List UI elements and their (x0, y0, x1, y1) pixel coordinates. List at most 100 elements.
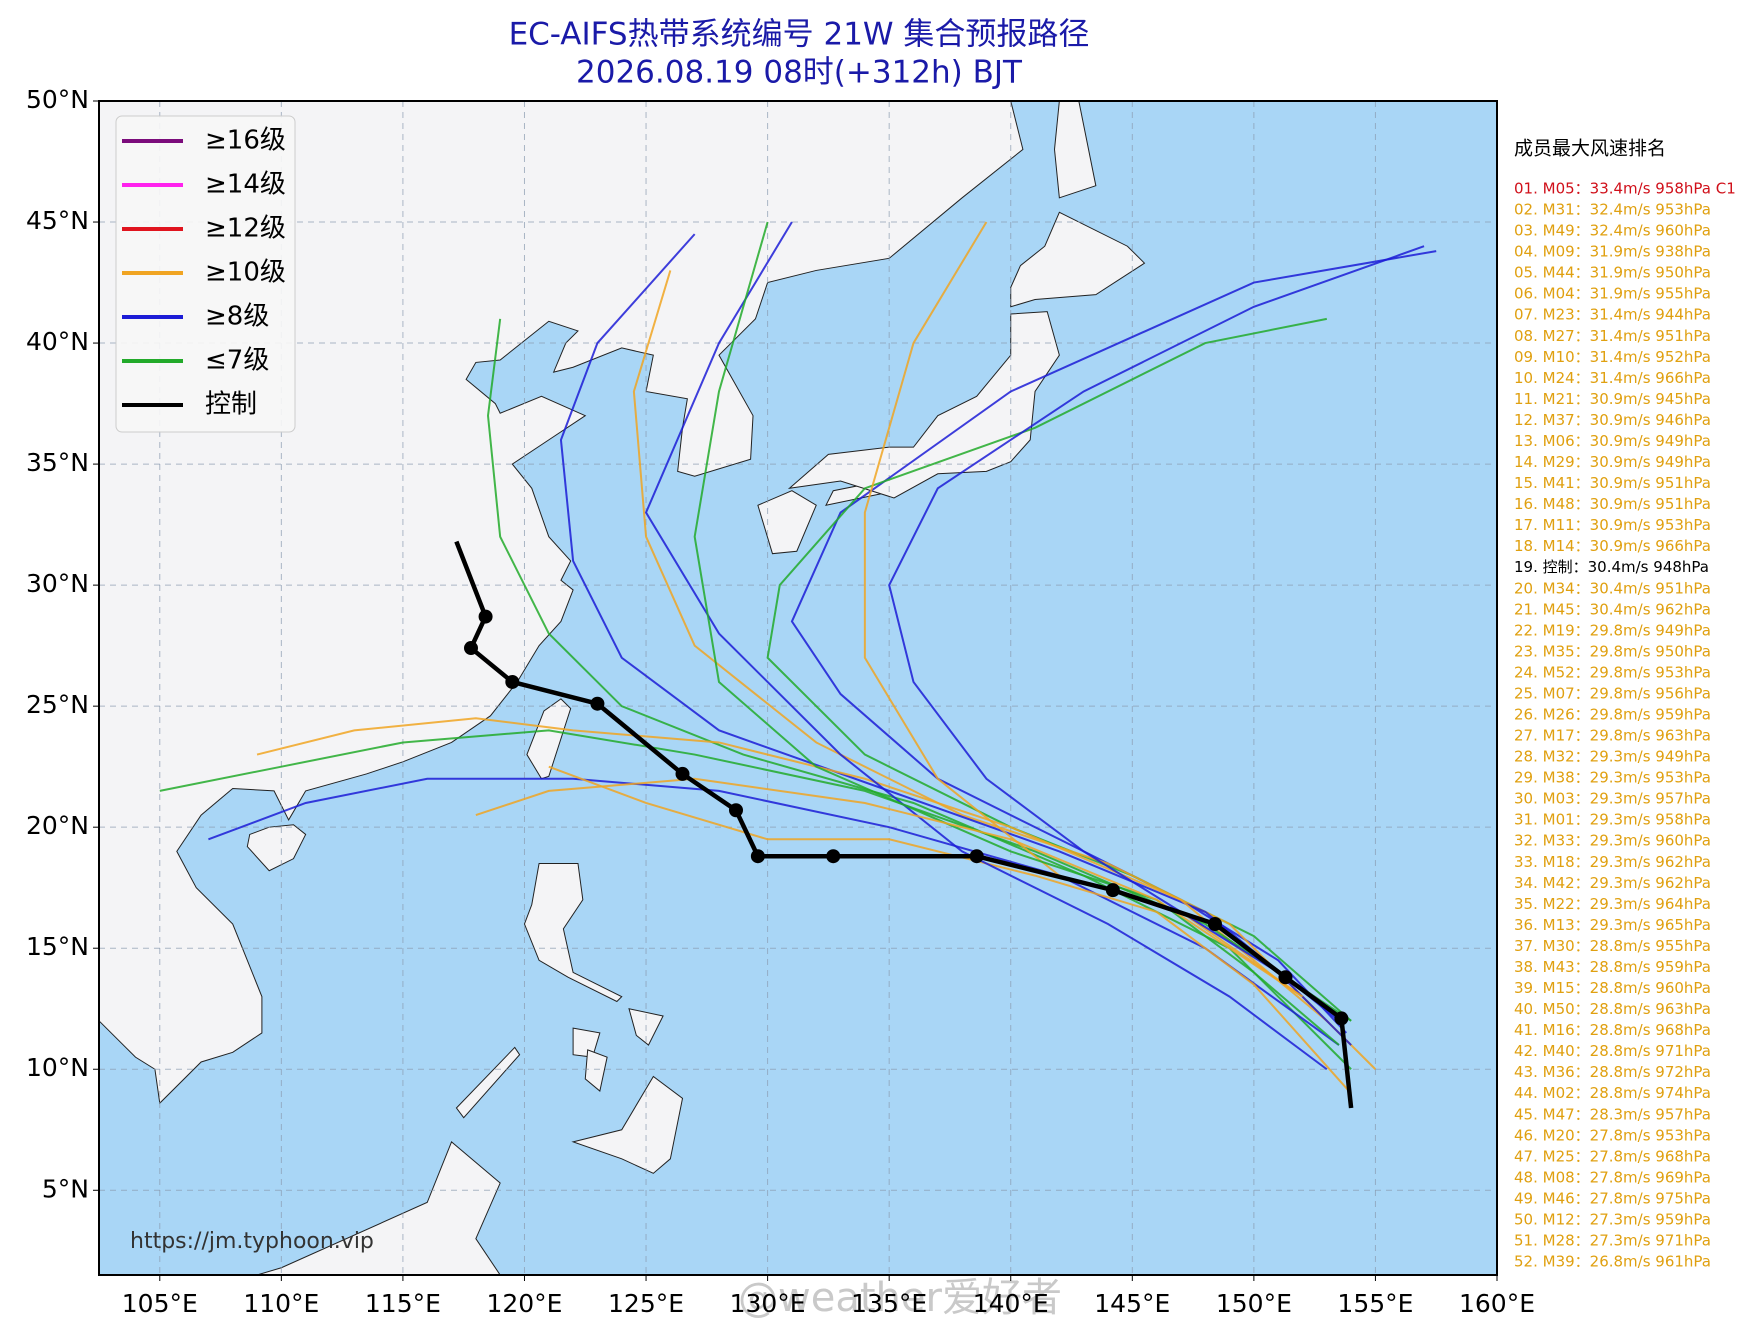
landmass (757, 490, 817, 555)
ranking-item: 32. M33：29.3m/s 960hPa (1514, 832, 1711, 850)
plot-frame (98, 100, 1498, 1276)
legend-label: ≥12级 (205, 214, 286, 244)
x-tick-label: 140°E (973, 1289, 1049, 1318)
ensemble-track (693, 221, 1340, 1046)
map-title: EC-AIFS热带系统编号 21W 集合预报路径 (509, 17, 1090, 53)
ranking-item: 05. M44：31.9m/s 950hPa (1514, 264, 1711, 282)
y-tick-label: 50°N (26, 85, 89, 114)
ranking-list: 成员最大风速排名 01. M05：33.4m/s 958hPa C1 02. M3… (1514, 138, 1736, 1271)
ranking-item: 42. M40：28.8m/s 971hPa (1514, 1042, 1711, 1060)
control-point (1105, 883, 1120, 898)
y-tick-label: 40°N (26, 327, 89, 356)
ranking-item: 23. M35：29.8m/s 950hPa (1514, 642, 1711, 660)
control-point (826, 849, 841, 864)
y-tick-label: 25°N (26, 690, 89, 719)
control-point (750, 849, 765, 864)
landmass (1010, 211, 1146, 308)
ranking-item: 20. M34：30.4m/s 951hPa (1514, 579, 1711, 597)
ranking-item: 40. M50：28.8m/s 963hPa (1514, 1000, 1711, 1018)
legend-label: ≥10级 (205, 258, 286, 288)
ranking-item: 08. M27：31.4m/s 951hPa (1514, 327, 1711, 345)
ranking-item: 13. M06：30.9m/s 949hPa (1514, 432, 1711, 450)
y-tick-label: 10°N (26, 1053, 89, 1082)
ranking-item: 45. M47：28.3m/s 957hPa (1514, 1105, 1711, 1123)
ranking-item: 29. M38：29.3m/s 953hPa (1514, 769, 1711, 787)
y-tick-label: 30°N (26, 569, 89, 598)
y-tick-label: 15°N (26, 932, 89, 961)
control-point (729, 803, 744, 818)
y-tick-label: 45°N (26, 206, 89, 235)
ranking-item: 25. M07：29.8m/s 956hPa (1514, 684, 1711, 702)
control-point (675, 766, 690, 781)
control-point (1207, 917, 1222, 932)
ranking-item: 16. M48：30.9m/s 951hPa (1514, 495, 1711, 513)
source-url: https://jm.typhoon.vip (130, 1229, 374, 1254)
legend-label: 控制 (205, 390, 257, 420)
x-tick-label: 155°E (1337, 1289, 1413, 1318)
ranking-item: 33. M18：29.3m/s 962hPa (1514, 853, 1711, 871)
control-point (463, 641, 478, 656)
ranking-item: 50. M12：27.3m/s 959hPa (1514, 1210, 1711, 1228)
ranking-item: 35. M22：29.3m/s 964hPa (1514, 895, 1711, 913)
ranking-item: 01. M05：33.4m/s 958hPa C1 (1514, 180, 1736, 198)
ranking-item: 14. M29：30.9m/s 949hPa (1514, 453, 1711, 471)
land-layer (99, 101, 1146, 1275)
x-tick-label: 130°E (730, 1289, 806, 1318)
tracks-layer (159, 221, 1437, 1109)
x-tick-label: 110°E (243, 1289, 319, 1318)
ranking-item: 12. M37：30.9m/s 946hPa (1514, 411, 1711, 429)
ranking-item: 27. M17：29.8m/s 963hPa (1514, 727, 1711, 745)
ensemble-track (863, 221, 1377, 1070)
ensemble-track (644, 221, 1328, 1071)
ranking-item: 06. M04：31.9m/s 955hPa (1514, 285, 1711, 303)
ranking-item: 37. M30：28.8m/s 955hPa (1514, 937, 1711, 955)
ranking-item: 17. M11：30.9m/s 953hPa (1514, 516, 1711, 534)
ranking-item: 30. M03：29.3m/s 957hPa (1514, 790, 1711, 808)
ranking-item: 38. M43：28.8m/s 959hPa (1514, 958, 1711, 976)
watermark: @weather爱好者 (738, 1275, 1062, 1321)
ranking-item: 04. M09：31.9m/s 938hPa (1514, 243, 1711, 261)
landmass (99, 101, 1024, 1105)
landmass (246, 824, 307, 872)
ranking-title: 成员最大风速排名 (1514, 138, 1666, 160)
ensemble-track (632, 270, 1352, 1046)
legend-box (115, 115, 296, 433)
ranking-item: 19. 控制：30.4m/s 948hPa (1514, 558, 1709, 576)
legend-label: ≥16级 (205, 126, 286, 156)
landmass (1054, 101, 1097, 199)
ensemble-track (888, 245, 1425, 1046)
x-tick-label: 125°E (608, 1289, 684, 1318)
ranking-item: 22. M19：29.8m/s 949hPa (1514, 621, 1711, 639)
y-tick-label: 5°N (42, 1174, 89, 1203)
ranking-item: 21. M45：30.4m/s 962hPa (1514, 600, 1711, 618)
x-tick-label: 115°E (365, 1289, 441, 1318)
landmass (256, 1141, 501, 1275)
control-point (478, 609, 493, 624)
y-tick-label: 35°N (26, 448, 89, 477)
ranking-item: 09. M10：31.4m/s 952hPa (1514, 348, 1711, 366)
legend-label: ≥8级 (205, 302, 269, 332)
ranking-item: 24. M52：29.8m/s 953hPa (1514, 663, 1711, 681)
ranking-item: 36. M13：29.3m/s 965hPa (1514, 916, 1711, 934)
ranking-item: 46. M20：27.8m/s 953hPa (1514, 1126, 1711, 1144)
x-tick-label: 145°E (1094, 1289, 1170, 1318)
ranking-item: 34. M42：29.3m/s 962hPa (1514, 874, 1711, 892)
ranking-item: 15. M41：30.9m/s 951hPa (1514, 474, 1711, 492)
ensemble-track (475, 777, 1304, 998)
ensemble-track (208, 777, 1340, 1046)
landmass (523, 862, 623, 1003)
ranking-item: 47. M25：27.8m/s 968hPa (1514, 1147, 1711, 1165)
ranking-item: 52. M39：26.8m/s 961hPa (1514, 1253, 1711, 1271)
x-tick-label: 160°E (1459, 1289, 1535, 1318)
y-tick-label: 20°N (26, 811, 89, 840)
control-point (1334, 1011, 1349, 1026)
map-subtitle: 2026.08.19 08时(+312h) BJT (576, 55, 1023, 91)
legend-label: ≤7级 (205, 346, 269, 376)
ranking-item: 10. M24：31.4m/s 966hPa (1514, 369, 1711, 387)
ranking-item: 43. M36：28.8m/s 972hPa (1514, 1063, 1711, 1081)
x-tick-label: 135°E (851, 1289, 927, 1318)
ranking-item: 44. M02：28.8m/s 974hPa (1514, 1084, 1711, 1102)
ranking-item: 18. M14：30.9m/s 966hPa (1514, 537, 1711, 555)
